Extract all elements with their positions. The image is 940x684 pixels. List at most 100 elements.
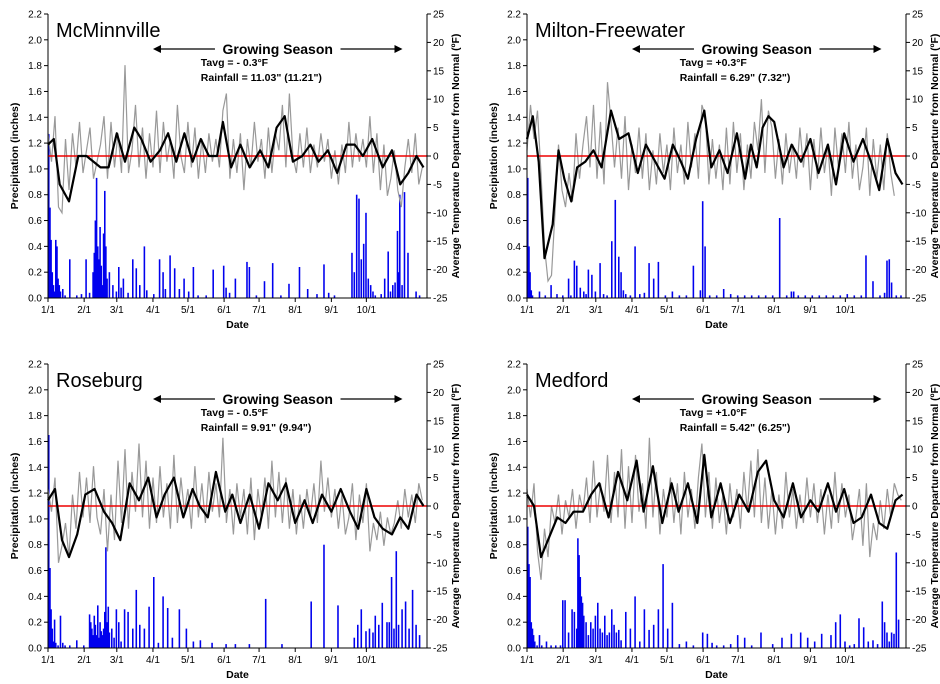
precip-bar [88, 292, 91, 298]
precip-bar [93, 615, 96, 648]
precip-bar [123, 609, 126, 648]
precip-bar [613, 624, 615, 648]
precip-bar [248, 644, 251, 648]
y-tick-label: 0.6 [28, 216, 42, 227]
precip-bar [576, 265, 578, 298]
precip-bar [394, 282, 396, 298]
precip-bar [608, 632, 611, 648]
precip-bar [127, 292, 129, 298]
precip-bar [367, 278, 370, 298]
precip-bar [62, 289, 64, 298]
precip-bar [106, 622, 108, 648]
x-tick-label: 6/1 [696, 305, 710, 316]
x-tick-label: 1/1 [41, 305, 55, 316]
rainfall-text: Rainfall = 9.91" (9.94") [201, 422, 312, 434]
precip-bar [199, 640, 202, 648]
precip-bar [652, 278, 655, 298]
precip-bar [333, 295, 336, 298]
precip-bar [132, 628, 134, 648]
precip-bar [228, 292, 231, 298]
precip-bar [94, 624, 97, 648]
y2-tick-label: -5 [912, 180, 921, 191]
precip-bar [115, 291, 118, 298]
precip-bar [57, 645, 59, 648]
precip-bar [528, 246, 530, 298]
arrowhead-right-icon [873, 395, 882, 403]
precip-bar [587, 269, 590, 298]
precip-bar [323, 264, 325, 298]
y2-tick-label: 20 [433, 38, 445, 49]
precip-bar [550, 285, 552, 298]
precip-bar [104, 611, 106, 648]
y-tick-label: 1.4 [507, 113, 521, 124]
precip-bar [527, 526, 529, 648]
x-axis-label: Date [226, 319, 249, 331]
precip-bar [604, 615, 606, 648]
y-tick-label: 1.2 [28, 489, 42, 500]
precip-bar [530, 622, 533, 648]
x-tick-label: 4/1 [146, 655, 160, 666]
precip-bar [760, 632, 762, 648]
precip-bar [601, 632, 604, 648]
precip-bar [56, 246, 58, 298]
x-axis-label: Date [705, 319, 728, 331]
x-tick-label: 10/1 [836, 305, 856, 316]
precip-bar [531, 295, 534, 298]
precip-bar [771, 295, 774, 298]
precip-bar [678, 295, 681, 298]
precip-bar [771, 644, 774, 648]
precip-bar [879, 295, 881, 298]
precip-bar [380, 294, 382, 298]
x-tick-label: 7/1 [731, 305, 745, 316]
rainfall-text: Rainfall = 6.29" (7.32") [680, 72, 791, 84]
precip-bar [107, 606, 110, 648]
x-tick-label: 4/1 [625, 305, 639, 316]
precip-bar [652, 624, 655, 648]
precip-bar [183, 278, 185, 298]
precip-bar [113, 637, 115, 648]
precip-bar [386, 622, 388, 648]
precip-bar [316, 294, 318, 298]
precip-bar [357, 624, 359, 648]
precip-bar [212, 269, 214, 298]
precip-bar [100, 631, 103, 648]
precip-bar [813, 641, 816, 648]
precip-bar [390, 577, 393, 648]
daily-temp-line [47, 437, 423, 563]
precip-bar [876, 644, 879, 648]
chart-panel: 0.0 0.2 0.4 0.6 0.8 1.0 1.2 1.4 1.6 1.8 2.0 2.2 -25 -… [9, 10, 462, 332]
x-tick-label: 6/1 [217, 305, 231, 316]
precip-bar [576, 628, 578, 648]
precip-bar [883, 292, 886, 298]
precip-bar [355, 194, 358, 298]
y2-tick-label: 5 [912, 123, 918, 134]
y-tick-label: 1.0 [507, 164, 521, 175]
y2-tick-label: 0 [912, 502, 918, 513]
growing-season-label: Growing Season [701, 391, 811, 407]
daily-temp-line [47, 65, 423, 215]
x-tick-label: 2/1 [556, 305, 570, 316]
precip-bar [360, 259, 363, 298]
precip-bar [790, 633, 793, 648]
precip-bar [597, 602, 599, 648]
y-tick-label: 1.6 [28, 437, 42, 448]
y-axis-label: Precipitation (inches) [488, 103, 500, 210]
precip-bar [664, 295, 667, 298]
y2-tick-label: -15 [912, 237, 927, 248]
precip-bar [53, 291, 56, 298]
precip-bar [255, 295, 258, 298]
precip-bar [192, 267, 195, 298]
precip-bar [135, 268, 138, 298]
precip-bar [888, 641, 891, 648]
precip-bar [120, 641, 122, 648]
y2-tick-label: 10 [912, 445, 924, 456]
precip-bar [153, 577, 155, 648]
precip-bar [571, 609, 573, 648]
precip-bar [573, 611, 576, 648]
precip-bar [545, 641, 548, 648]
y2-tick-label: -10 [912, 208, 927, 219]
precip-bar [579, 287, 582, 298]
precip-bar [890, 632, 893, 648]
y2-tick-label: -15 [433, 587, 448, 598]
